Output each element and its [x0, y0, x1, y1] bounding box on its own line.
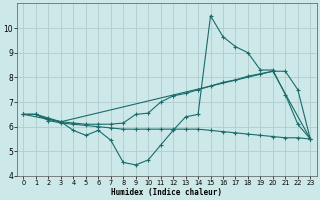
X-axis label: Humidex (Indice chaleur): Humidex (Indice chaleur): [111, 188, 222, 197]
